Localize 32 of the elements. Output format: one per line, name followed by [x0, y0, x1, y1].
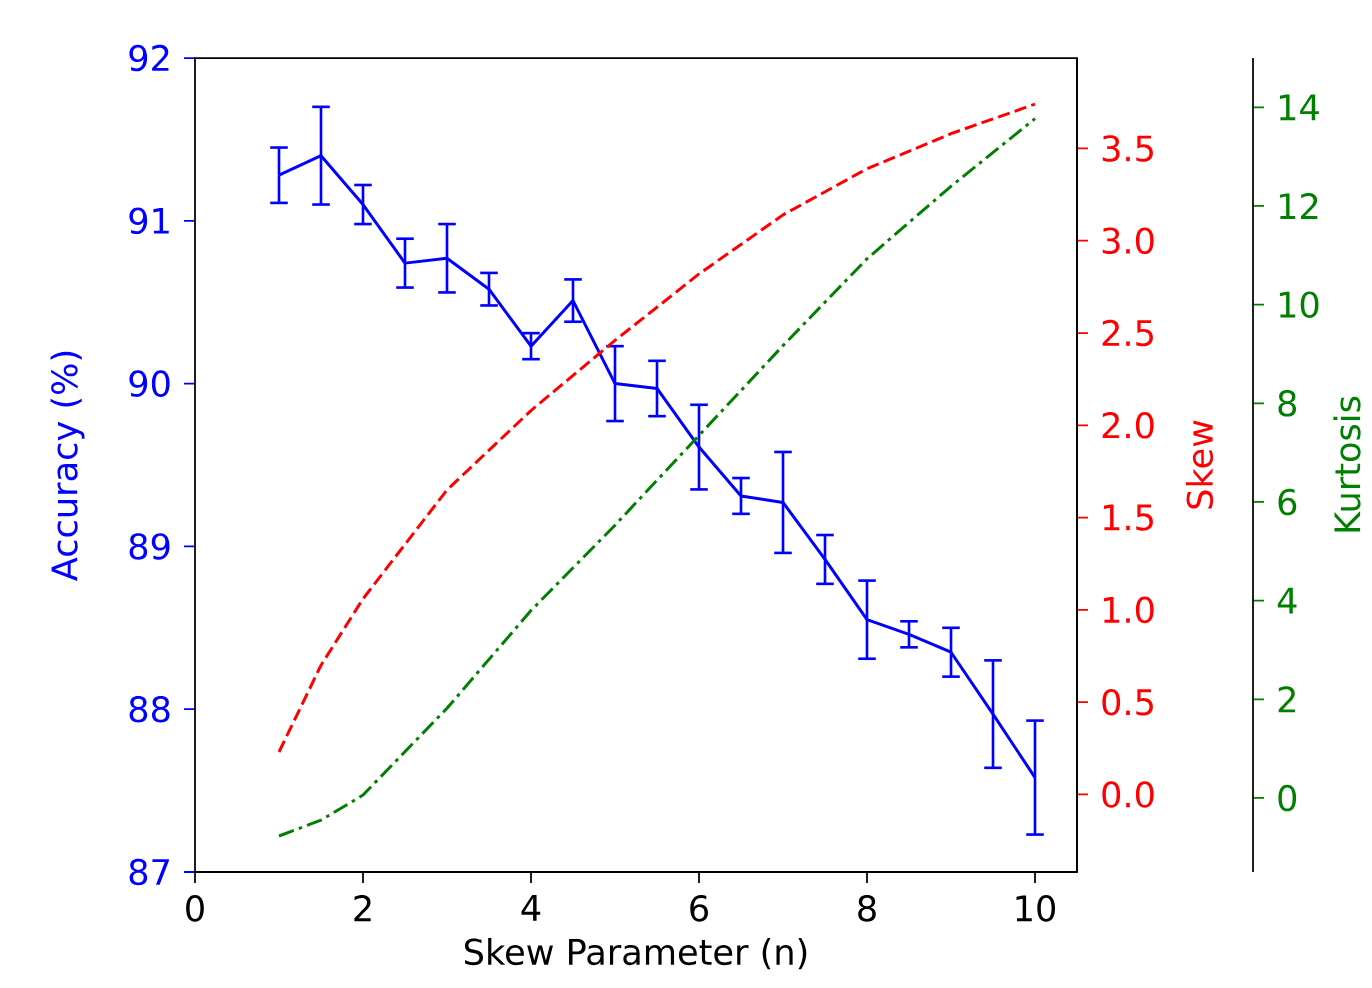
- y-tick-label: 87: [129, 858, 169, 886]
- x-tick-label: 10: [1016, 895, 1056, 922]
- y2-tick-label: 2.0: [1102, 412, 1154, 439]
- x-tick-label: 2: [354, 895, 371, 922]
- x-tick-label: 0: [186, 895, 204, 922]
- y2-tick-label: 3.0: [1102, 227, 1154, 255]
- y-tick-label: 88: [129, 695, 170, 723]
- y3-tick-label: 12: [1279, 192, 1318, 220]
- y-tick-label: 90: [129, 370, 170, 397]
- y2-tick-label: 3.5: [1102, 135, 1153, 162]
- y3-tick-label: 10: [1279, 291, 1319, 318]
- x-axis-title: Skew Parameter (n): [464, 937, 807, 970]
- y2-tick-label: 0.5: [1102, 688, 1153, 716]
- y-axis-title: Accuracy (%): [50, 351, 85, 581]
- y3-tick-label: 8: [1278, 390, 1297, 417]
- y2-tick-label: 0.0: [1102, 781, 1154, 808]
- x-tick-label: 6: [690, 895, 708, 922]
- y3-tick-label: 4: [1277, 587, 1297, 614]
- x-tick-label: 8: [858, 895, 876, 922]
- y3-tick-label: 6: [1278, 488, 1297, 516]
- y-tick-label: 89: [129, 533, 170, 560]
- x-tick-label: 4: [521, 895, 541, 921]
- y2-tick-label: 2.5: [1102, 319, 1153, 347]
- y3-tick-label: 0: [1278, 784, 1297, 812]
- y2-tick-label: 1.0: [1103, 596, 1154, 624]
- y3-tick-label: 2: [1278, 686, 1295, 713]
- y2-axis-title: Skew: [1185, 420, 1214, 509]
- y-tick-label: 91: [129, 207, 169, 235]
- y-tick-label: 92: [129, 44, 169, 72]
- y3-tick-label: 14: [1279, 94, 1319, 121]
- y2-tick-label: 1.5: [1103, 504, 1153, 531]
- y3-axis-title: Kurtosis: [1333, 396, 1361, 532]
